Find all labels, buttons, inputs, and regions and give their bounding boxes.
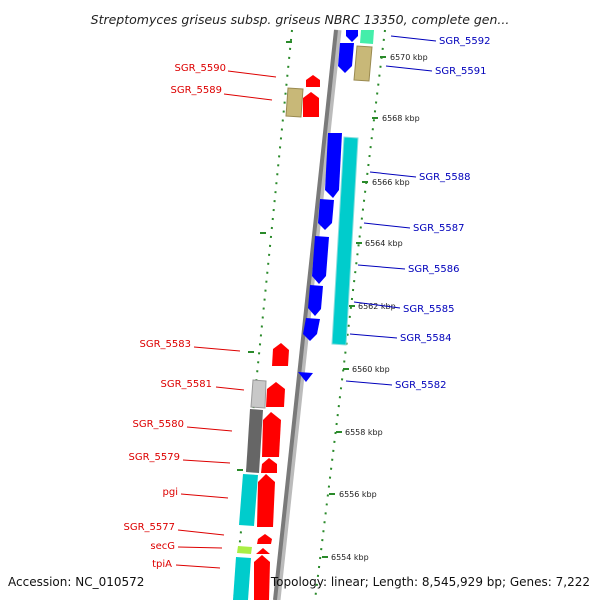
label-sgr5592: SGR_5592 <box>439 36 491 47</box>
feature-blocks-right <box>331 30 374 346</box>
label-sgr5588: SGR_5588 <box>419 172 471 183</box>
reverse-genes <box>298 30 358 382</box>
left-labels: SGR_5590 SGR_5589 SGR_5583 SGR_5581 SGR_… <box>124 63 277 570</box>
label-pgi: pgi <box>163 487 178 498</box>
gene-sgr5577[interactable] <box>257 534 272 544</box>
label-sgr5581: SGR_5581 <box>161 379 213 390</box>
map-title: Streptomyces griseus subsp. griseus NBRC… <box>91 12 510 27</box>
gene-sgr5591[interactable] <box>338 43 354 73</box>
label-sgr5590: SGR_5590 <box>175 63 227 74</box>
label-sgr5582: SGR_5582 <box>395 380 447 391</box>
label-sgr5577: SGR_5577 <box>124 522 176 533</box>
label-sgr5589: SGR_5589 <box>171 85 223 96</box>
label-sgr5580: SGR_5580 <box>133 419 185 430</box>
gene-sgr5584[interactable] <box>303 318 320 341</box>
feature-blocks-left <box>233 87 304 600</box>
label-sgr5591: SGR_5591 <box>435 66 487 77</box>
gene-sgr5581[interactable] <box>266 382 285 407</box>
gene-sgr5588[interactable] <box>325 133 342 198</box>
chromosome-axis <box>273 29 338 600</box>
gene-tpia[interactable] <box>254 555 270 600</box>
gene-sgr5590[interactable] <box>306 75 320 87</box>
gene-sgr5586[interactable] <box>312 236 329 284</box>
label-sgr5579: SGR_5579 <box>129 452 181 463</box>
gene-sgr5582[interactable] <box>298 372 313 382</box>
label-secg: secG <box>150 541 175 552</box>
label-sgr5587: SGR_5587 <box>413 223 465 234</box>
gene-sgr5585[interactable] <box>308 285 323 316</box>
scale-label: 6558 kbp <box>345 428 383 437</box>
scale-label: 6570 kbp <box>390 53 428 62</box>
label-sgr5586: SGR_5586 <box>408 264 460 275</box>
gene-sgr5589[interactable] <box>303 92 319 117</box>
scale-label: 6556 kbp <box>339 490 377 499</box>
accession-text: Accession: NC_010572 <box>8 575 145 589</box>
label-sgr5585: SGR_5585 <box>403 304 455 315</box>
gene-sgr5583[interactable] <box>272 343 289 366</box>
gene-sgr5579[interactable] <box>261 458 277 473</box>
gene-sgr5580[interactable] <box>262 412 281 457</box>
scale-ticks <box>322 56 386 558</box>
gene-secg[interactable] <box>256 548 270 554</box>
topology-text: Topology: linear; Length: 8,545,929 bp; … <box>270 575 590 589</box>
gene-sgr5587[interactable] <box>318 199 334 230</box>
scale-label: 6566 kbp <box>372 178 410 187</box>
scale-labels: 6570 kbp 6568 kbp 6566 kbp 6564 kbp 6562… <box>331 53 428 562</box>
scale-label: 6562 kbp <box>358 302 396 311</box>
forward-genes <box>254 75 320 600</box>
label-sgr5583: SGR_5583 <box>140 339 192 350</box>
scale-label: 6560 kbp <box>352 365 390 374</box>
scale-label: 6568 kbp <box>382 114 420 123</box>
label-tpia: tpiA <box>152 559 172 570</box>
left-minor-ticks <box>237 41 292 471</box>
outer-right-dotted-line <box>314 29 386 600</box>
label-sgr5584: SGR_5584 <box>400 333 452 344</box>
gene-pgi[interactable] <box>257 474 275 527</box>
scale-label: 6554 kbp <box>331 553 369 562</box>
right-labels: SGR_5592 SGR_5591 SGR_5588 SGR_5587 SGR_… <box>345 35 491 391</box>
gene-sgr5592[interactable] <box>346 30 358 42</box>
scale-label: 6564 kbp <box>365 239 403 248</box>
